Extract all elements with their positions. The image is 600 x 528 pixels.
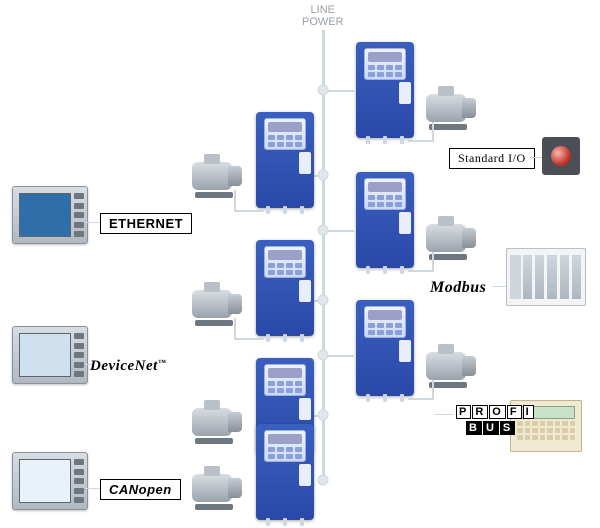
bus-node xyxy=(318,225,329,236)
drive-motor-wire xyxy=(432,122,434,140)
line-power-label: LINE POWER xyxy=(302,4,344,28)
hmi-panel xyxy=(12,186,88,244)
drive xyxy=(356,42,414,138)
plc-rack xyxy=(506,248,586,306)
bus-node xyxy=(318,350,329,361)
drive xyxy=(256,112,314,208)
hmi-panel xyxy=(12,326,88,384)
link-wire xyxy=(434,414,454,415)
drive-motor-wire xyxy=(432,380,434,398)
bus-node xyxy=(318,410,329,421)
motor xyxy=(426,344,482,388)
bus-node xyxy=(318,170,329,181)
bus-tap xyxy=(324,90,354,92)
drive xyxy=(256,424,314,520)
motor xyxy=(192,400,248,444)
hmi-panel xyxy=(12,452,88,510)
protocol-modbus: Modbus xyxy=(430,277,486,299)
link-wire xyxy=(86,364,92,365)
drive-motor-wire xyxy=(408,140,434,142)
drive-motor-wire xyxy=(234,210,264,212)
bus-tap xyxy=(324,355,354,357)
motor xyxy=(426,86,482,130)
link-wire xyxy=(492,286,506,287)
profibus-line2: BUS xyxy=(466,421,535,435)
motor xyxy=(192,154,248,198)
drive-motor-wire xyxy=(234,190,236,210)
link-wire xyxy=(86,222,100,223)
profibus-line1: PROFI xyxy=(456,405,535,419)
protocol-ethernet: ETHERNET xyxy=(100,213,192,234)
protocol-stdio: Standard I/O xyxy=(449,148,535,169)
drive-motor-wire xyxy=(234,318,236,338)
drive-motor-wire xyxy=(408,270,434,272)
drive xyxy=(356,300,414,396)
drive xyxy=(356,172,414,268)
tm-mark: ™ xyxy=(158,358,167,367)
bus-tap xyxy=(324,230,354,232)
protocol-profibus: PROFI BUS xyxy=(456,405,535,435)
devicenet-text: DeviceNet xyxy=(90,358,158,374)
drive-motor-wire xyxy=(234,338,264,340)
drive-motor-wire xyxy=(432,252,434,270)
drive xyxy=(256,240,314,336)
bus-node xyxy=(318,295,329,306)
io-estop-block xyxy=(542,137,580,175)
protocol-canopen: CANopen xyxy=(100,479,181,500)
drive-motor-wire xyxy=(408,398,434,400)
bus-node xyxy=(318,85,329,96)
protocol-devicenet: DeviceNet™ xyxy=(90,356,166,377)
link-wire xyxy=(530,157,542,158)
link-wire xyxy=(86,488,100,489)
motor xyxy=(426,216,482,260)
motor xyxy=(192,466,248,510)
bus-node xyxy=(318,475,329,486)
motor xyxy=(192,282,248,326)
